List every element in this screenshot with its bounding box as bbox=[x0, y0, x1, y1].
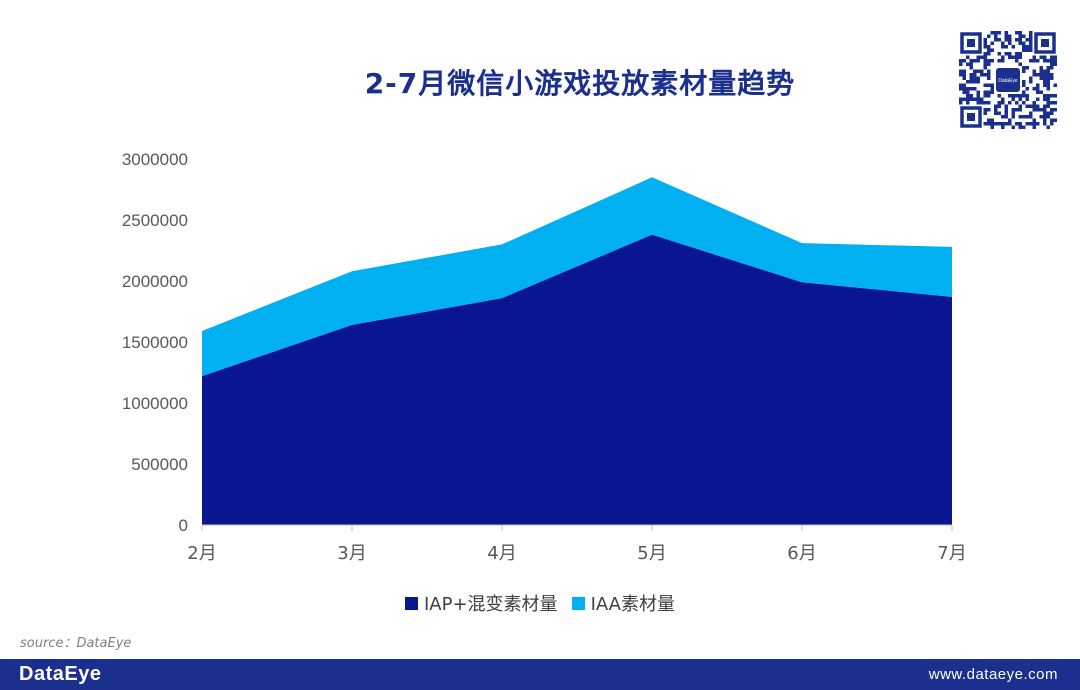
qr-code-icon: DataEye bbox=[959, 31, 1057, 129]
legend-item-iap: IAP+混变素材量 bbox=[405, 590, 558, 616]
footer-bar: DataEye www.dataeye.com bbox=[0, 659, 1080, 690]
area-series-1 bbox=[202, 177, 952, 377]
legend-swatch-iap bbox=[405, 596, 418, 610]
area-series-0 bbox=[202, 234, 952, 525]
y-tick-label: 2500000 bbox=[122, 211, 188, 230]
x-tick-label: 7月 bbox=[937, 543, 966, 564]
legend: IAP+混变素材量 IAA素材量 bbox=[0, 590, 1080, 616]
y-tick-label: 1500000 bbox=[122, 333, 188, 352]
x-tick-label: 4月 bbox=[487, 543, 516, 564]
y-tick-label: 0 bbox=[179, 516, 188, 535]
x-tick-label: 2月 bbox=[187, 543, 216, 564]
legend-label-iap: IAP+混变素材量 bbox=[424, 594, 558, 615]
source-note: source：DataEye bbox=[20, 636, 132, 651]
y-tick-label: 2000000 bbox=[122, 272, 188, 291]
y-tick-label: 3000000 bbox=[122, 150, 188, 169]
footer-url[interactable]: www.dataeye.com bbox=[928, 666, 1058, 683]
legend-item-iaa: IAA素材量 bbox=[571, 590, 675, 616]
legend-label-iaa: IAA素材量 bbox=[590, 594, 675, 615]
dataeye-logo: DataEye bbox=[19, 663, 102, 685]
y-tick-label: 1000000 bbox=[122, 394, 188, 413]
x-tick-label: 5月 bbox=[637, 543, 666, 564]
y-tick-label: 500000 bbox=[131, 455, 188, 474]
legend-swatch-iaa bbox=[571, 596, 585, 610]
qr-center-label: DataEye bbox=[998, 78, 1017, 84]
chart-title: 2-7月微信小游戏投放素材量趋势 bbox=[364, 67, 796, 100]
x-tick-label: 3月 bbox=[337, 543, 366, 564]
area-chart: 2月 3月 4月 5月 6月 7月 0 500000 1000000 1500000 2000000… bbox=[122, 150, 967, 564]
x-tick-label: 6月 bbox=[787, 543, 816, 564]
